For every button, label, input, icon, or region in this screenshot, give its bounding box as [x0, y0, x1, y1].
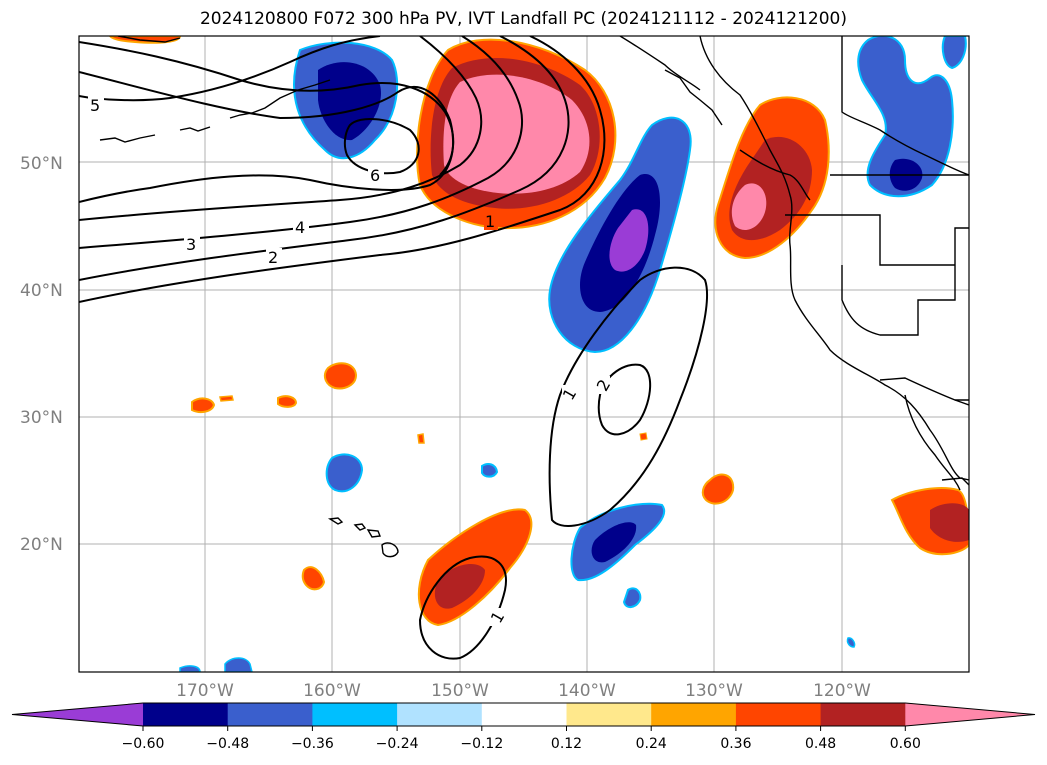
contour-label-6: 6 [370, 166, 380, 185]
positive-anomaly-blob-south [108, 36, 969, 627]
positive-anomaly-blob-small-west [191, 362, 735, 591]
colorbar-tick-label: 0.60 [890, 736, 921, 752]
contour-label-3: 3 [186, 235, 196, 254]
map-frame [78, 35, 970, 673]
figure-title: 2024120800 F072 300 hPa PV, IVT Landfall… [199, 9, 847, 29]
contour-labels: 5 6 4 3 2 1 1 2 1 [88, 96, 614, 626]
colorbar: −0.60 −0.48 −0.36 −0.24 −0.12 0.12 0.24 0.36 0.4… [11, 702, 1036, 752]
colorbar-tick-label: −0.48 [206, 736, 249, 752]
colorbar-tick-label: −0.12 [460, 736, 503, 752]
colorbar-bin [143, 703, 229, 726]
positive-anomaly-blob-north [416, 38, 617, 230]
colorbar-bin [566, 703, 652, 726]
lon-label-130w: 130°W [685, 681, 743, 701]
colorbar-bin [651, 703, 737, 726]
coastlines [99, 36, 969, 558]
colorbar-extend-high [905, 703, 1035, 726]
ivt-contours [79, 36, 708, 660]
colorbar-bin [481, 703, 567, 726]
colorbar-bin [312, 703, 398, 726]
colorbar-tick-label: 0.24 [636, 736, 667, 752]
lat-label-40n: 40°N [20, 281, 63, 301]
colorbar-tick-label: 0.12 [551, 736, 582, 752]
lon-label-140w: 140°W [558, 681, 616, 701]
colorbar-tick-label: −0.36 [291, 736, 334, 752]
negative-anomaly-blob-north [293, 41, 399, 160]
lat-label-30n: 30°N [20, 408, 63, 428]
lon-label-120w: 120°W [813, 681, 871, 701]
colorbar-tick-label: −0.60 [122, 736, 165, 752]
lon-label-150w: 150°W [431, 681, 489, 701]
colorbar-bin [227, 703, 313, 726]
colorbar-bin [735, 703, 822, 726]
longitude-labels: 170°W 160°W 150°W 140°W 130°W 120°W [176, 681, 871, 701]
lon-label-160w: 160°W [303, 681, 361, 701]
lat-label-20n: 20°N [20, 535, 63, 555]
negative-anomaly-blob-small [179, 453, 856, 672]
contour-label-4: 4 [295, 218, 305, 237]
colorbar-bin [397, 703, 483, 726]
lat-label-50n: 50°N [20, 154, 63, 174]
negative-anomaly-blob-central [548, 116, 692, 354]
contour-label-5: 5 [90, 96, 100, 115]
lon-label-170w: 170°W [176, 681, 234, 701]
colorbar-bin [820, 703, 906, 726]
colorbar-tick-label: 0.48 [805, 736, 836, 752]
contour-label-2: 2 [268, 248, 278, 267]
latitude-labels: 50°N 40°N 30°N 20°N [20, 154, 63, 555]
contour-label-1-north: 1 [485, 212, 495, 231]
colorbar-extend-low [12, 703, 143, 726]
colorbar-tick-label: 0.36 [720, 736, 751, 752]
colorbar-tick-label: −0.24 [376, 736, 419, 752]
